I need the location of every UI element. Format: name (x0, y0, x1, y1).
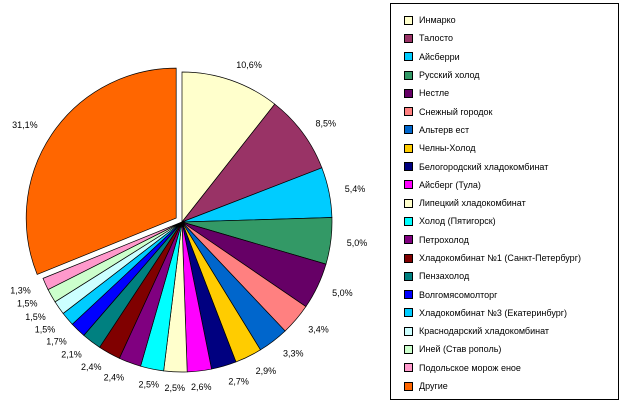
slice-data-label: 2,7% (228, 376, 249, 386)
legend-swatch (404, 162, 413, 172)
legend-item: Иней (Став рополь) (404, 340, 618, 358)
legend-item: Холод (Пятигорск) (404, 212, 618, 230)
legend-swatch (404, 344, 413, 354)
slice-data-label: 3,4% (308, 325, 329, 335)
legend-swatch (404, 290, 413, 300)
slice-data-label: 2,5% (139, 380, 160, 390)
slice-data-label: 1,3% (10, 286, 31, 296)
pie-slice (25, 67, 177, 275)
legend-item: Снежный городок (404, 102, 618, 120)
legend-swatch (404, 326, 413, 336)
legend-swatch (404, 88, 413, 98)
legend-item: Волгомясомолторг (404, 285, 618, 303)
legend-label: Пензахолод (419, 271, 470, 282)
slice-data-label: 5,4% (345, 184, 366, 194)
pie-plot: 10,6% 8,5% 5,4% 5,0% 5,0% 3,4% 3,3% 2,9% 2,7% 2,6… (10, 60, 368, 393)
legend-swatch (404, 180, 413, 190)
legend-label: Белогородский хладокомбинат (419, 161, 549, 172)
legend-swatch (404, 235, 413, 245)
legend-label: Альтерв ест (419, 124, 470, 135)
legend-item: Инмарко (404, 11, 618, 29)
legend-swatch (404, 15, 413, 25)
slice-data-label: 2,5% (164, 383, 185, 393)
slice-data-label: 3,3% (283, 349, 304, 359)
legend-swatch (404, 308, 413, 318)
legend-label: Холод (Пятигорск) (419, 216, 496, 227)
legend-item: Пензахолод (404, 267, 618, 285)
legend-swatch (404, 198, 413, 208)
legend-item: Белогородский хладокомбинат (404, 157, 618, 175)
legend: Инмарко Талосто Айсберри Русский холод Нестл… (390, 3, 619, 400)
legend-label: Талосто (419, 33, 453, 44)
legend-label: Волгомясомолторг (419, 289, 498, 300)
legend-label: Снежный городок (419, 106, 493, 117)
slice-data-label: 2,9% (256, 366, 277, 376)
legend-label: Айсберг (Тула) (419, 179, 481, 190)
slice-data-label: 5,0% (332, 288, 353, 298)
legend-item: Нестле (404, 84, 618, 102)
legend-label: Инмарко (419, 15, 456, 26)
legend-label: Другие (419, 381, 448, 392)
pie-slice (42, 221, 183, 291)
legend-label: Подольское морож еное (419, 362, 521, 373)
legend-swatch (404, 363, 413, 373)
legend-item: Другие (404, 377, 618, 395)
slice-data-label: 1,7% (46, 337, 67, 347)
legend-swatch (404, 143, 413, 153)
legend-label: Челны-Холод (419, 143, 476, 154)
legend-swatch (404, 253, 413, 263)
legend-item: Петрохолод (404, 231, 618, 249)
legend-swatch (404, 52, 413, 62)
legend-label: Липецкий хладокомбинат (419, 198, 526, 209)
legend-swatch (404, 33, 413, 43)
legend-item: Айсберг (Тула) (404, 176, 618, 194)
legend-item: Липецкий хладокомбинат (404, 194, 618, 212)
legend-item: Талосто (404, 29, 618, 47)
legend-label: Нестле (419, 88, 450, 99)
legend-item: Подольское морож еное (404, 359, 618, 377)
legend-item: Хладокомбинат №3 (Екатеринбург) (404, 304, 618, 322)
slice-data-label: 5,0% (347, 238, 368, 248)
legend-item: Альтерв ест (404, 121, 618, 139)
slice-data-label: 8,5% (316, 118, 337, 128)
legend-label: Иней (Став рополь) (419, 344, 502, 355)
legend-item: Айсберри (404, 48, 618, 66)
slice-data-label: 2,1% (61, 349, 82, 359)
slice-data-label: 1,5% (17, 299, 38, 309)
legend-label: Петрохолод (419, 234, 469, 245)
legend-swatch (404, 216, 413, 226)
slice-data-label: 1,5% (25, 312, 46, 322)
legend-label: Краснодарский хладокомбинат (419, 326, 550, 337)
legend-item: Русский холод (404, 66, 618, 84)
legend-swatch (404, 271, 413, 281)
slice-data-label: 2,4% (104, 373, 125, 383)
legend-swatch (404, 381, 413, 391)
slice-data-label: 1,5% (35, 324, 56, 334)
legend-item: Краснодарский хладокомбинат (404, 322, 618, 340)
legend-label: Айсберри (419, 51, 460, 62)
legend-label: Хладокомбинат №3 (Екатеринбург) (419, 307, 568, 318)
legend-swatch (404, 125, 413, 135)
legend-swatch (404, 70, 413, 80)
slice-data-label: 2,4% (81, 362, 102, 372)
slice-data-label: 10,6% (236, 60, 262, 70)
legend-item: Хладокомбинат №1 (Санкт-Петербург) (404, 249, 618, 267)
legend-label: Русский холод (419, 70, 480, 81)
legend-swatch (404, 107, 413, 117)
pie-slice (181, 71, 276, 224)
slice-data-label: 2,6% (191, 382, 212, 392)
legend-label: Хладокомбинат №1 (Санкт-Петербург) (419, 253, 581, 263)
legend-item: Челны-Холод (404, 139, 618, 157)
slice-data-label: 31,1% (12, 120, 38, 130)
